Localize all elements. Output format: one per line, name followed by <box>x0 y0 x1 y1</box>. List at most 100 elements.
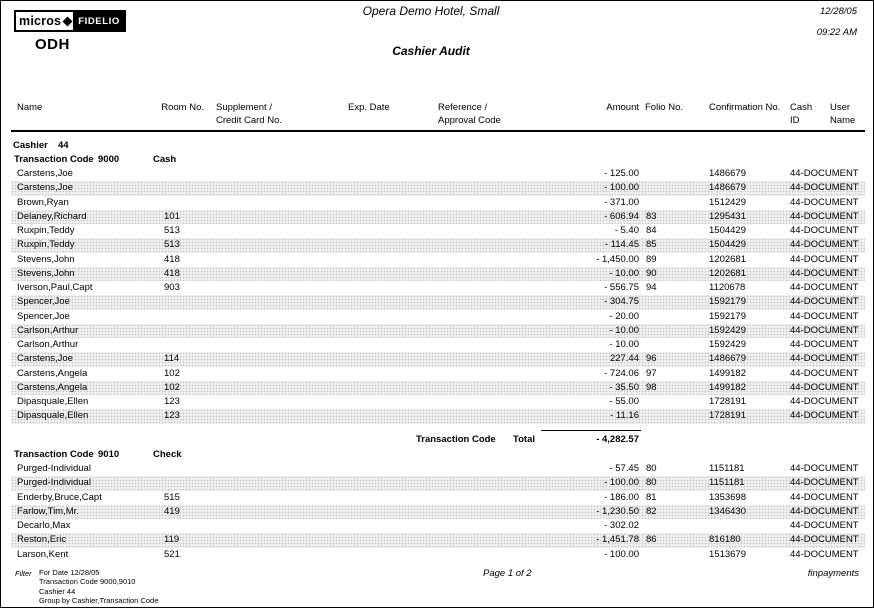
cell-guest-name: Purged-Individual <box>17 477 91 489</box>
cell-guest-name: Larson,Kent <box>17 548 69 560</box>
cell-guest-name: Reston,Eric <box>17 534 67 546</box>
table-row: Spencer,Joe - 20.00 1592179 44-DOCUMENT <box>11 310 865 324</box>
column-header-confirmation: Confirmation No. <box>709 102 781 113</box>
cell-cash-id-user: 44-DOCUMENT <box>790 168 859 179</box>
table-row: Reston,Eric 119 - 1,451.78 86 816180 44-… <box>11 533 865 548</box>
cell-cash-id-user: 44-DOCUMENT <box>790 282 859 293</box>
cell-guest-name: Stevens,John <box>17 253 75 265</box>
cell-guest-name: Delaney,Richard <box>17 210 87 222</box>
section-9000-code: 9000 <box>98 154 120 165</box>
table-row: Dipasquale,Ellen 123 - 55.00 1728191 44-… <box>11 395 865 409</box>
cell-guest-name: Farlow,Tim,Mr. <box>17 505 79 517</box>
cell-guest-name: Carstens,Angela <box>17 367 88 379</box>
total-divider <box>541 430 641 431</box>
table-row: Stevens,John 418 - 1,450.00 89 1202681 4… <box>11 253 865 267</box>
cell-room-no: 102 <box>164 367 180 379</box>
cell-guest-name: Carstens,Joe <box>17 182 73 194</box>
cell-room-no: 418 <box>164 267 180 279</box>
cell-cash-id-user: 44-DOCUMENT <box>790 210 859 222</box>
column-header-approval-code: Approval Code <box>438 115 501 126</box>
cell-confirmation: 1504429 <box>709 239 746 251</box>
column-header-folio: Folio No. <box>645 102 684 113</box>
cell-guest-name: Carstens,Angela <box>17 381 88 393</box>
cell-folio-no: 80 <box>646 477 657 489</box>
cell-confirmation: 1592179 <box>709 296 746 308</box>
cell-amount: - 10.00 <box>609 324 639 336</box>
cell-confirmation: 1512429 <box>709 196 746 208</box>
cell-room-no: 119 <box>164 534 180 546</box>
column-header-cash-id-line2: ID <box>790 115 800 126</box>
cell-guest-name: Spencer,Joe <box>17 296 70 308</box>
property-code: ODH <box>35 36 70 53</box>
cell-cash-id-user: 44-DOCUMENT <box>790 477 859 489</box>
section-9010-label: Transaction Code <box>14 449 94 460</box>
cell-cash-id-user: 44-DOCUMENT <box>790 505 859 517</box>
cell-cash-id-user: 44-DOCUMENT <box>790 520 859 531</box>
cell-guest-name: Dipasquale,Ellen <box>17 396 89 407</box>
cell-guest-name: Decarlo,Max <box>17 520 71 531</box>
column-header-credit-card: Credit Card No. <box>216 115 282 126</box>
table-row: Carstens,Joe - 125.00 1486679 44-DOCUMEN… <box>11 167 865 181</box>
cell-cash-id-user: 44-DOCUMENT <box>790 367 859 379</box>
section-9000-name: Cash <box>153 154 177 165</box>
cell-amount: - 1,451.78 <box>596 534 639 546</box>
cell-confirmation: 1151181 <box>709 477 745 489</box>
cell-room-no: 418 <box>164 253 180 265</box>
table-row: Decarlo,Max - 302.02 44-DOCUMENT <box>11 519 865 533</box>
cell-cash-id-user: 44-DOCUMENT <box>790 463 859 474</box>
cell-folio-no: 81 <box>646 491 657 503</box>
cell-cash-id-user: 44-DOCUMENT <box>790 339 859 350</box>
micros-logo-text: micros <box>16 14 63 28</box>
cell-confirmation: 1353698 <box>709 491 746 503</box>
cell-amount: - 186.00 <box>604 491 639 503</box>
filter-criteria: For Date 12/28/05 Transaction Code 9000,… <box>39 568 158 605</box>
cell-confirmation: 1728191 <box>709 410 746 422</box>
cell-amount: - 100.00 <box>604 477 639 489</box>
cell-folio-no: 85 <box>646 239 657 251</box>
cell-room-no: 513 <box>164 239 180 251</box>
cell-room-no: 114 <box>164 353 180 365</box>
cell-guest-name: Brown,Ryan <box>17 196 69 208</box>
cell-folio-no: 89 <box>646 253 657 265</box>
cell-confirmation: 816180 <box>709 534 741 546</box>
cell-folio-no: 90 <box>646 267 657 279</box>
table-row: Carstens,Angela 102 - 35.50 98 1499182 4… <box>11 380 865 395</box>
cell-amount: - 5.40 <box>614 225 639 236</box>
cell-folio-no: 82 <box>646 505 657 517</box>
cell-guest-name: Ruxpin,Teddy <box>17 239 75 251</box>
cell-cash-id-user: 44-DOCUMENT <box>790 548 859 560</box>
column-header-cash-id: Cash <box>790 102 813 113</box>
total-row-label: Transaction Code <box>416 434 496 445</box>
cell-cash-id-user: 44-DOCUMENT <box>790 196 859 208</box>
transaction-rows-9000: Carstens,Joe - 125.00 1486679 44-DOCUMEN… <box>11 167 865 424</box>
report-date: 12/28/05 <box>820 6 857 17</box>
cell-room-no: 101 <box>164 210 180 222</box>
cell-amount: - 20.00 <box>609 310 639 322</box>
micros-fidelio-logo: micros FIDELIO <box>14 10 126 32</box>
cell-room-no: 521 <box>164 548 180 560</box>
total-row-total-word: Total <box>513 434 535 445</box>
cell-folio-no: 94 <box>646 282 657 293</box>
cashier-group-value: 44 <box>58 140 69 151</box>
cell-amount: - 100.00 <box>604 182 639 194</box>
cell-room-no: 515 <box>164 491 180 503</box>
cell-amount: - 556.75 <box>604 282 639 293</box>
filter-label: Filter <box>15 569 32 578</box>
cell-cash-id-user: 44-DOCUMENT <box>790 410 859 422</box>
cell-cash-id-user: 44-DOCUMENT <box>790 182 859 194</box>
cell-room-no: 419 <box>164 505 180 517</box>
column-header-exp-date: Exp. Date <box>348 102 390 113</box>
cell-folio-no: 96 <box>646 353 657 365</box>
cashier-group-label: Cashier <box>13 140 48 151</box>
table-row: Carstens,Angela 102 - 724.06 97 1499182 … <box>11 367 865 381</box>
cell-cash-id-user: 44-DOCUMENT <box>790 267 859 279</box>
section-9010-name: Check <box>153 449 182 460</box>
cell-amount: - 55.00 <box>609 396 639 407</box>
table-row: Carstens,Joe 114 227.44 96 1486679 44-DO… <box>11 352 865 367</box>
cell-cash-id-user: 44-DOCUMENT <box>790 296 859 308</box>
cell-amount: - 100.00 <box>604 548 639 560</box>
cell-room-no: 513 <box>164 225 180 236</box>
report-title: Cashier Audit <box>392 44 470 58</box>
cell-confirmation: 1151181 <box>709 463 745 474</box>
